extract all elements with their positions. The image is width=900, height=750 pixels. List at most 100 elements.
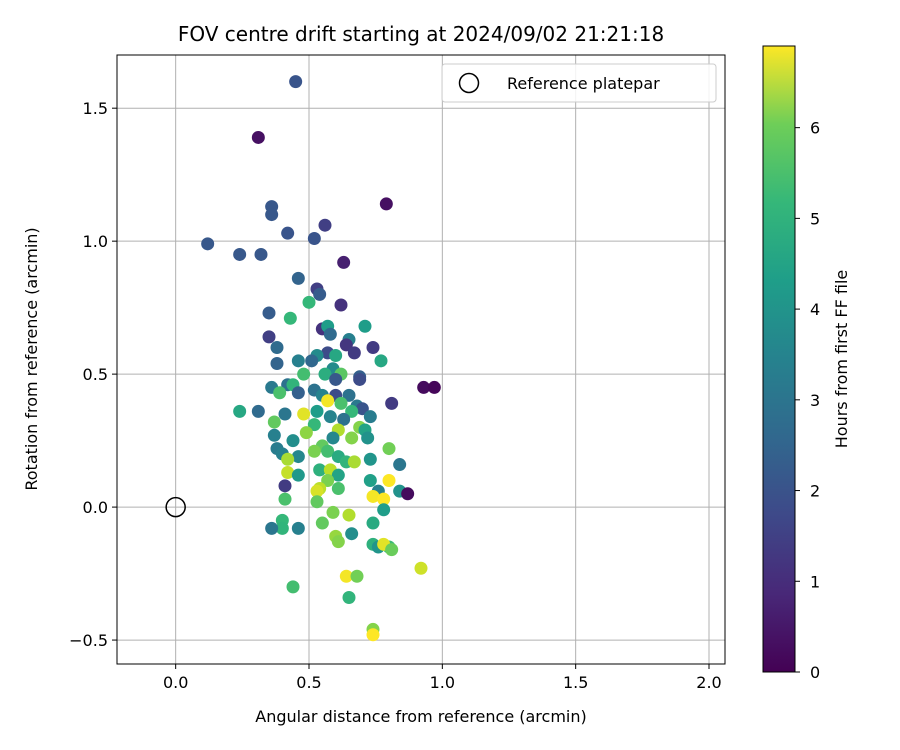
data-point [355, 402, 369, 416]
data-point [363, 452, 377, 466]
plot-frame [116, 54, 726, 665]
data-point [281, 226, 295, 240]
data-point [310, 484, 324, 498]
data-point [275, 521, 289, 535]
data-point [393, 458, 407, 472]
data-point [307, 418, 321, 432]
data-point [262, 330, 276, 344]
data-point [302, 295, 316, 309]
data-point [342, 508, 356, 522]
y-tick-label: 0.5 [83, 365, 108, 384]
data-point [350, 569, 364, 583]
data-point [267, 415, 281, 429]
data-point [366, 516, 380, 530]
data-point [307, 231, 321, 245]
data-point [334, 298, 348, 312]
data-point [331, 481, 345, 495]
colorbar-tick-label: 2 [810, 482, 820, 501]
y-tick-label: −0.5 [69, 631, 108, 650]
axis-ticks: 0.0 0.5 1.0 1.5 2.0 −0.5 0.0 0.5 1.0 1.5 [69, 99, 722, 692]
data-point [374, 354, 388, 368]
data-point [291, 386, 305, 400]
data-point [366, 628, 380, 642]
data-point [291, 450, 305, 464]
data-point [318, 367, 332, 381]
data-point [307, 444, 321, 458]
data-point [270, 356, 284, 370]
x-tick-label: 1.0 [430, 673, 455, 692]
data-point [291, 468, 305, 482]
data-point [326, 431, 340, 445]
colorbar-tick-label: 4 [810, 300, 820, 319]
data-point [291, 521, 305, 535]
data-point [291, 271, 305, 285]
data-point [318, 218, 332, 232]
data-point [310, 495, 324, 509]
data-point [286, 434, 300, 448]
colorbar: 0 1 2 3 4 5 6 Hours from first FF file [762, 45, 851, 682]
data-point [323, 327, 337, 341]
data-point [233, 247, 247, 261]
y-tick-label: 0.0 [83, 498, 108, 517]
y-tick-label: 1.5 [83, 99, 108, 118]
data-point [278, 407, 292, 421]
legend-box [441, 63, 717, 103]
data-point [366, 341, 380, 355]
data-point [361, 431, 375, 445]
data-point [297, 407, 311, 421]
data-point [342, 388, 356, 402]
data-point [270, 341, 284, 355]
data-point [286, 580, 300, 594]
data-point [366, 489, 380, 503]
data-point [329, 372, 343, 386]
data-point [251, 130, 265, 144]
data-point [251, 404, 265, 418]
data-point [265, 208, 279, 222]
x-tick-label: 0.5 [296, 673, 321, 692]
x-tick-label: 2.0 [696, 673, 721, 692]
data-point [291, 354, 305, 368]
data-point [417, 380, 431, 394]
colorbar-tick-label: 1 [810, 572, 820, 591]
data-point [233, 404, 247, 418]
data-point [331, 535, 345, 549]
data-point [377, 503, 391, 517]
data-point [385, 396, 399, 410]
data-point [321, 444, 335, 458]
data-point [278, 492, 292, 506]
legend-entry-reference: Reference platepar [507, 74, 660, 93]
data-point [334, 396, 348, 410]
data-point [331, 468, 345, 482]
data-point [427, 380, 441, 394]
colorbar-label: Hours from first FF file [832, 270, 851, 449]
y-tick-label: 1.0 [83, 232, 108, 251]
chart-title: FOV centre drift starting at 2024/09/02 … [178, 22, 664, 46]
data-point [254, 247, 268, 261]
colorbar-tick-label: 6 [810, 119, 820, 138]
data-point [313, 463, 327, 477]
data-point [289, 75, 303, 89]
data-point [329, 349, 343, 363]
colorbar-ticks: 0 1 2 3 4 5 6 [795, 119, 820, 682]
data-point [347, 455, 361, 469]
data-point [385, 543, 399, 557]
colorbar-tick-label: 0 [810, 663, 820, 682]
data-point [401, 487, 415, 501]
data-point [201, 237, 215, 251]
grid [117, 55, 725, 664]
x-tick-label: 1.5 [563, 673, 588, 692]
data-point [382, 474, 396, 488]
data-point [273, 386, 287, 400]
colorbar-tick-label: 3 [810, 391, 820, 410]
x-tick-label: 0.0 [163, 673, 188, 692]
data-point [353, 372, 367, 386]
data-point [315, 516, 329, 530]
reference-layer [165, 496, 186, 518]
data-point [267, 428, 281, 442]
data-point [337, 255, 351, 269]
legend: Reference platepar [441, 63, 717, 103]
data-point [377, 492, 391, 506]
data-point [326, 505, 340, 519]
colorbar-tick-label: 5 [810, 209, 820, 228]
